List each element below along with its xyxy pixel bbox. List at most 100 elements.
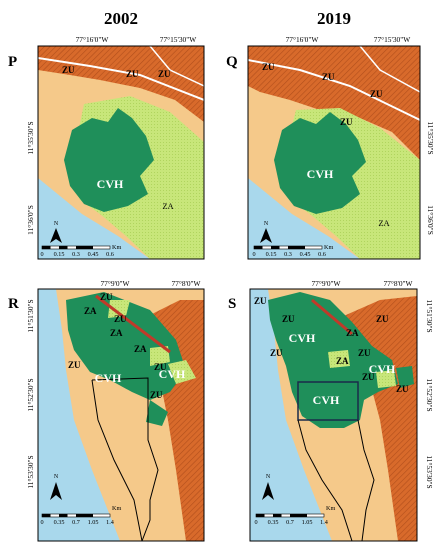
forest-zone [396, 366, 414, 388]
scale-bar: Km 0 0.35 0.7 1.05 1.4 [254, 505, 335, 526]
scale-tick: 0.45 [88, 251, 99, 258]
map-label: ZA [84, 306, 97, 316]
panel-label-r: R [8, 296, 19, 312]
top-coord-s-1: 77°9'0"W [311, 279, 340, 288]
map-label: ZA [162, 201, 174, 211]
map-label: ZU [68, 360, 81, 370]
scale-tick: 0 [40, 519, 43, 526]
scale-unit: Km [326, 505, 335, 512]
map-label: ZU [126, 69, 139, 79]
north-arrow-icon [260, 228, 272, 243]
map-label: ZU [150, 390, 163, 400]
map-label: ZU [340, 117, 353, 127]
scale-tick: 0.6 [106, 251, 114, 258]
north-label: N [54, 474, 59, 480]
map-label: ZU [376, 314, 389, 324]
map-frame [247, 45, 421, 260]
top-coord-p-1: 77°16'0"W [76, 35, 109, 44]
agriculture-zone [328, 350, 350, 368]
road-line [311, 298, 353, 336]
north-arrow: N [50, 474, 62, 500]
ocean-zone [38, 289, 120, 541]
panel-label-p: P [8, 54, 17, 70]
scale-tick: 0.3 [284, 251, 292, 258]
forest-zone [66, 292, 186, 400]
scale-tick: 1.4 [320, 519, 328, 526]
boundary-line [91, 379, 143, 541]
scale-unit: Km [324, 244, 333, 251]
map-label: CVH [369, 362, 396, 376]
top-coord-q-1: 77°16'0"W [286, 35, 319, 44]
map-label: CVH [289, 331, 316, 345]
scale-bar: Km 0 0.15 0.3 0.45 0.6 [252, 244, 333, 258]
road-line [359, 46, 420, 93]
year-2002-heading: 2002 [104, 9, 138, 28]
agriculture-zone [108, 300, 130, 318]
scale-bar: Km 0 0.35 0.7 1.05 1.4 [40, 505, 121, 526]
scale-unit: Km [112, 505, 121, 512]
north-arrow: N [260, 221, 272, 243]
scale-tick: 1.05 [88, 519, 99, 526]
boundary-line [297, 419, 353, 541]
map-label: ZU [158, 69, 171, 79]
scale-tick: 0.45 [300, 251, 311, 258]
agriculture-zone [150, 346, 170, 366]
map-label: ZU [396, 384, 409, 394]
map-panel-q: Q 77°16'0"W 77°15'30"W 11°35'30"S 11°36'… [226, 35, 435, 260]
ocean-zone [250, 289, 332, 541]
side-coord-p-2: 11°36'0"S [26, 205, 35, 235]
boundary-line [91, 377, 159, 541]
north-arrow-icon [50, 482, 62, 500]
scale-tick: 0 [40, 251, 43, 258]
top-coord-p-2: 77°15'30"W [160, 35, 196, 44]
map-label: ZU [358, 348, 371, 358]
side-coord-r-3: 11°53'30"S [26, 455, 35, 488]
scale-tick: 0 [254, 519, 257, 526]
scale-tick: 1.05 [302, 519, 313, 526]
map-label: ZA [346, 328, 359, 338]
side-coord-s-1: 11°51'30"S [425, 299, 434, 332]
boundary-line [297, 381, 359, 421]
map-label: ZA [110, 328, 123, 338]
year-2019-heading: 2019 [317, 9, 351, 28]
scale-unit: Km [112, 244, 121, 251]
ocean-zone [248, 178, 360, 259]
scale-tick: 0.35 [268, 519, 279, 526]
forest-zone [64, 108, 154, 212]
map-label: ZA [336, 356, 349, 366]
north-arrow: N [262, 474, 274, 500]
map-panel-s: S 77°9'0"W 77°8'0"W 11°51'30"S 11°52'30"… [228, 279, 434, 542]
side-coord-q-1: 11°35'30"S [426, 121, 435, 154]
forest-zone [274, 112, 366, 214]
road-line [248, 59, 420, 121]
top-coord-r-2: 77°8'0"W [171, 279, 200, 288]
map-frame [37, 45, 205, 260]
forest-zone [146, 400, 168, 426]
map-label: ZU [62, 65, 75, 75]
ocean-zone [38, 178, 150, 259]
map-label: ZU [254, 296, 267, 306]
map-label: ZU [362, 372, 375, 382]
map-label: ZU [322, 72, 335, 82]
side-coord-r-2: 11°52'30"S [26, 378, 35, 411]
map-label: ZA [134, 344, 147, 354]
map-label: ZU [370, 89, 383, 99]
urban-zone [248, 46, 420, 160]
map-frame [249, 288, 418, 542]
top-coord-r-1: 77°9'0"W [100, 279, 129, 288]
north-label: N [54, 221, 59, 227]
panel-label-s: S [228, 296, 236, 312]
map-label: CVH [159, 367, 186, 381]
map-label: ZU [282, 314, 295, 324]
scale-tick: 0.7 [72, 519, 80, 526]
panel-label-q: Q [226, 54, 238, 70]
top-coord-q-2: 77°15'30"W [374, 35, 410, 44]
side-coord-q-2: 11°36'0"S [426, 205, 435, 235]
map-label: ZU [100, 292, 113, 302]
boundary-line [357, 419, 375, 541]
map-label: CVH [313, 393, 340, 407]
side-coord-s-3: 11°53'30"S [425, 455, 434, 488]
scale-tick: 0.7 [286, 519, 294, 526]
map-label: ZU [114, 314, 127, 324]
